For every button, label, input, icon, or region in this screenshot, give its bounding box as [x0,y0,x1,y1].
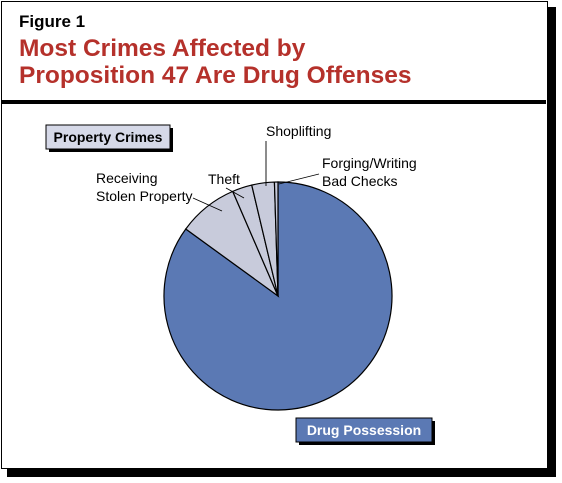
label-receiving-stolen-property-line-2: Stolen Property [96,188,193,204]
label-theft: Theft [208,171,240,187]
figure-title-line-1: Most Crimes Affected by [19,35,306,62]
figure-number: Figure 1 [19,12,86,31]
leader-forging-writing-bad-checks [278,173,320,185]
title-divider [2,100,546,104]
leader-theft [225,187,245,199]
label-receiving-stolen-property-line-1: Receiving [96,170,157,186]
drug-possession-label: Drug Possession [307,422,421,438]
label-forging-writing-bad-checks-line-1: Forging/Writing [322,155,417,171]
label-forging-writing-bad-checks-line-2: Bad Checks [322,173,397,189]
leader-receiving-stolen-property [192,197,223,212]
figure-title-line-2: Proposition 47 Are Drug Offenses [19,62,412,89]
property-crimes-badge [45,124,171,150]
slice-drug-possession [163,181,393,411]
property-crimes-label: Property Crimes [54,129,163,145]
label-shoplifting: Shoplifting [266,123,331,139]
drug-possession-badge [295,417,433,443]
figure-title: Most Crimes Affected by Proposition 47 A… [19,35,412,89]
slice-forging-writing-bad-checks [273,181,279,297]
